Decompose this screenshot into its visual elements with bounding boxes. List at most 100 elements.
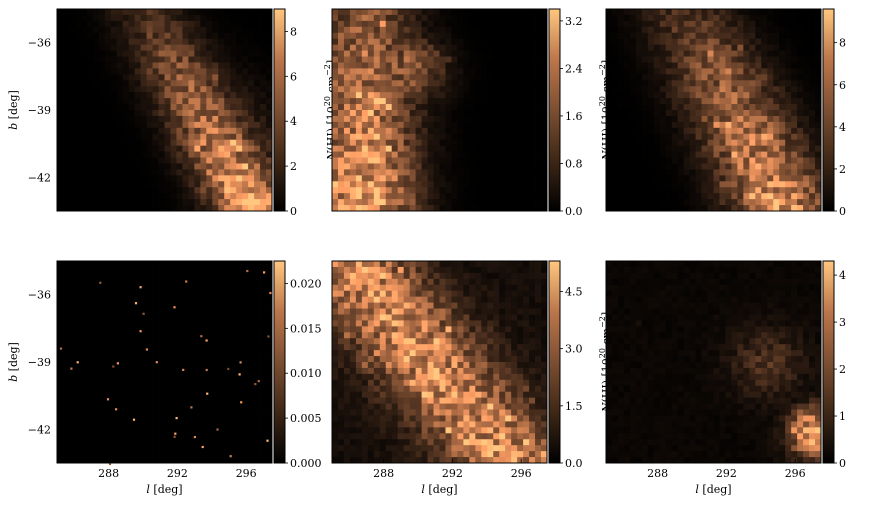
heatmap-cell (617, 86, 625, 93)
heatmap-cell (475, 139, 482, 147)
heatmap-cell (809, 68, 816, 75)
heatmap-cell (128, 403, 136, 410)
heatmap-cell (86, 104, 94, 111)
heatmap-cell (332, 32, 339, 40)
heatmap-cell (230, 145, 237, 152)
heatmap-cell (809, 127, 816, 135)
heatmap-cell (68, 56, 76, 63)
heatmap-cell (260, 439, 267, 446)
heatmap-cell (791, 121, 798, 129)
heatmap-cell (62, 415, 70, 422)
heatmap-cell (379, 187, 387, 194)
heatmap-cell (110, 50, 118, 57)
heatmap-cell (248, 199, 255, 206)
heatmap-cell (659, 157, 667, 164)
heatmap-cell (68, 403, 76, 410)
heatmap-cell (785, 26, 792, 34)
heatmap-cell (122, 127, 130, 135)
heatmap-cell (671, 110, 679, 117)
heatmap-cell (230, 44, 237, 51)
heatmap-cell (361, 20, 369, 28)
heatmap-cell (170, 278, 177, 286)
heatmap-cell (200, 139, 207, 147)
heatmap-cell (62, 32, 70, 40)
heatmap-cell (212, 391, 219, 399)
heatmap-cell (68, 284, 76, 292)
heatmap-cell (236, 427, 243, 434)
heatmap-cell (749, 32, 756, 40)
heatmap-cell (487, 56, 494, 63)
heatmap-cell (98, 391, 106, 399)
heatmap-cell (224, 74, 231, 81)
heatmap-cell (116, 92, 124, 99)
heatmap-cell (164, 9, 171, 16)
heatmap-cell (230, 284, 237, 292)
heatmap-cell (629, 9, 637, 16)
heatmap-cell (367, 20, 375, 28)
heatmap-cell (182, 38, 189, 46)
heatmap-cell (367, 86, 375, 93)
heatmap-cell (140, 332, 147, 339)
heatmap-cell (731, 26, 738, 34)
point-source (145, 348, 148, 351)
heatmap-cell (152, 362, 159, 369)
heatmap-cell (653, 205, 661, 212)
heatmap-cell (158, 284, 165, 292)
heatmap-cell (797, 50, 804, 57)
heatmap-cell (391, 115, 399, 123)
heatmap-cell (367, 32, 375, 40)
heatmap-cell (469, 80, 476, 87)
heatmap-cell (260, 92, 267, 99)
heatmap-cell (403, 44, 411, 51)
heatmap-cell (385, 157, 393, 164)
heatmap-cell (164, 121, 171, 129)
heatmap-cell (92, 457, 100, 464)
point-source (205, 368, 208, 372)
heatmap-cell (427, 14, 434, 22)
heatmap-cell (212, 68, 219, 75)
heatmap-cell (451, 151, 458, 158)
heatmap-cell (158, 74, 165, 81)
heatmap-cell (224, 421, 231, 428)
heatmap-cell (647, 145, 655, 152)
heatmap-cell (212, 98, 219, 105)
heatmap-cell (617, 56, 625, 63)
heatmap-cell (182, 272, 189, 280)
heatmap-cell (731, 20, 738, 28)
heatmap-cell (62, 261, 70, 268)
heatmap-cell (134, 92, 142, 99)
heatmap-cell (427, 98, 434, 105)
heatmap-cell (218, 193, 225, 200)
heatmap-cell (57, 157, 64, 164)
heatmap-cell (122, 110, 130, 117)
heatmap-cell (248, 50, 255, 57)
heatmap-cell (385, 205, 393, 212)
heatmap-cell (517, 157, 524, 164)
heatmap-cell (62, 139, 70, 147)
heatmap-cell (332, 104, 339, 111)
heatmap-cell (122, 163, 130, 170)
heatmap-cell (146, 421, 153, 428)
heatmap-cell (535, 133, 542, 141)
heatmap-cell (719, 9, 726, 16)
heatmap-cell (517, 92, 524, 99)
heatmap-cell (617, 9, 625, 16)
heatmap-cell (731, 86, 738, 93)
heatmap-cell (134, 391, 142, 399)
heatmap-cell (200, 163, 207, 170)
heatmap-cell (343, 199, 351, 206)
heatmap-cell (218, 86, 225, 93)
heatmap-cell (397, 62, 405, 69)
heatmap-cell (200, 284, 207, 292)
heatmap-cell (206, 38, 213, 46)
heatmap-cell (541, 127, 548, 135)
heatmap-cell (719, 80, 726, 87)
heatmap-cell (80, 302, 88, 309)
heatmap-cell (761, 205, 768, 212)
heatmap-cell (140, 296, 147, 303)
heatmap-cell (535, 56, 542, 63)
heatmap-cell (128, 302, 136, 309)
heatmap-cell (146, 403, 153, 410)
heatmap-cell (260, 98, 267, 105)
heatmap-cell (689, 32, 696, 40)
